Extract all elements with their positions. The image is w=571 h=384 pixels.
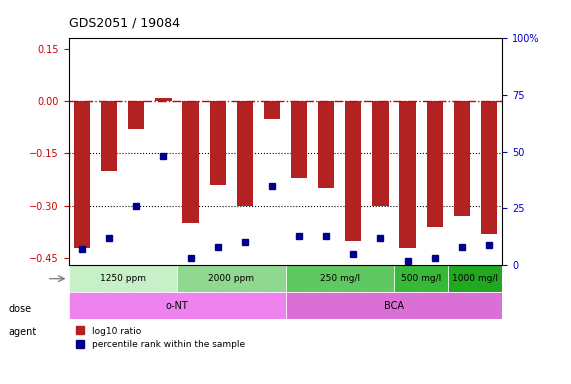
Bar [291, 101, 307, 178]
Bar [69, 265, 177, 292]
Bar [74, 101, 90, 248]
Text: dose: dose [9, 304, 31, 314]
Text: 1000 mg/l: 1000 mg/l [452, 274, 498, 283]
Bar [372, 101, 389, 206]
Bar [183, 101, 199, 223]
Bar [286, 292, 502, 319]
Bar [481, 101, 497, 234]
Bar [400, 101, 416, 248]
Text: GDS2051 / 19084: GDS2051 / 19084 [69, 17, 179, 30]
Bar [101, 101, 118, 171]
Bar [448, 265, 502, 292]
Text: 2000 ppm: 2000 ppm [208, 274, 254, 283]
Bar [237, 101, 253, 206]
Bar [394, 265, 448, 292]
Bar [210, 101, 226, 185]
Text: 250 mg/l: 250 mg/l [320, 274, 360, 283]
Bar [128, 101, 144, 129]
Text: 1250 ppm: 1250 ppm [100, 274, 146, 283]
Bar [69, 292, 286, 319]
Text: BCA: BCA [384, 301, 404, 311]
Legend: log10 ratio, percentile rank within the sample: log10 ratio, percentile rank within the … [73, 324, 248, 352]
Bar [345, 101, 361, 241]
Text: 500 mg/l: 500 mg/l [401, 274, 441, 283]
Bar [454, 101, 470, 216]
Bar [264, 101, 280, 119]
Text: agent: agent [9, 327, 37, 337]
Bar [427, 101, 443, 227]
Text: o-NT: o-NT [166, 301, 188, 311]
Bar [318, 101, 335, 188]
Bar [155, 98, 172, 101]
Bar [286, 265, 394, 292]
Bar [177, 265, 286, 292]
